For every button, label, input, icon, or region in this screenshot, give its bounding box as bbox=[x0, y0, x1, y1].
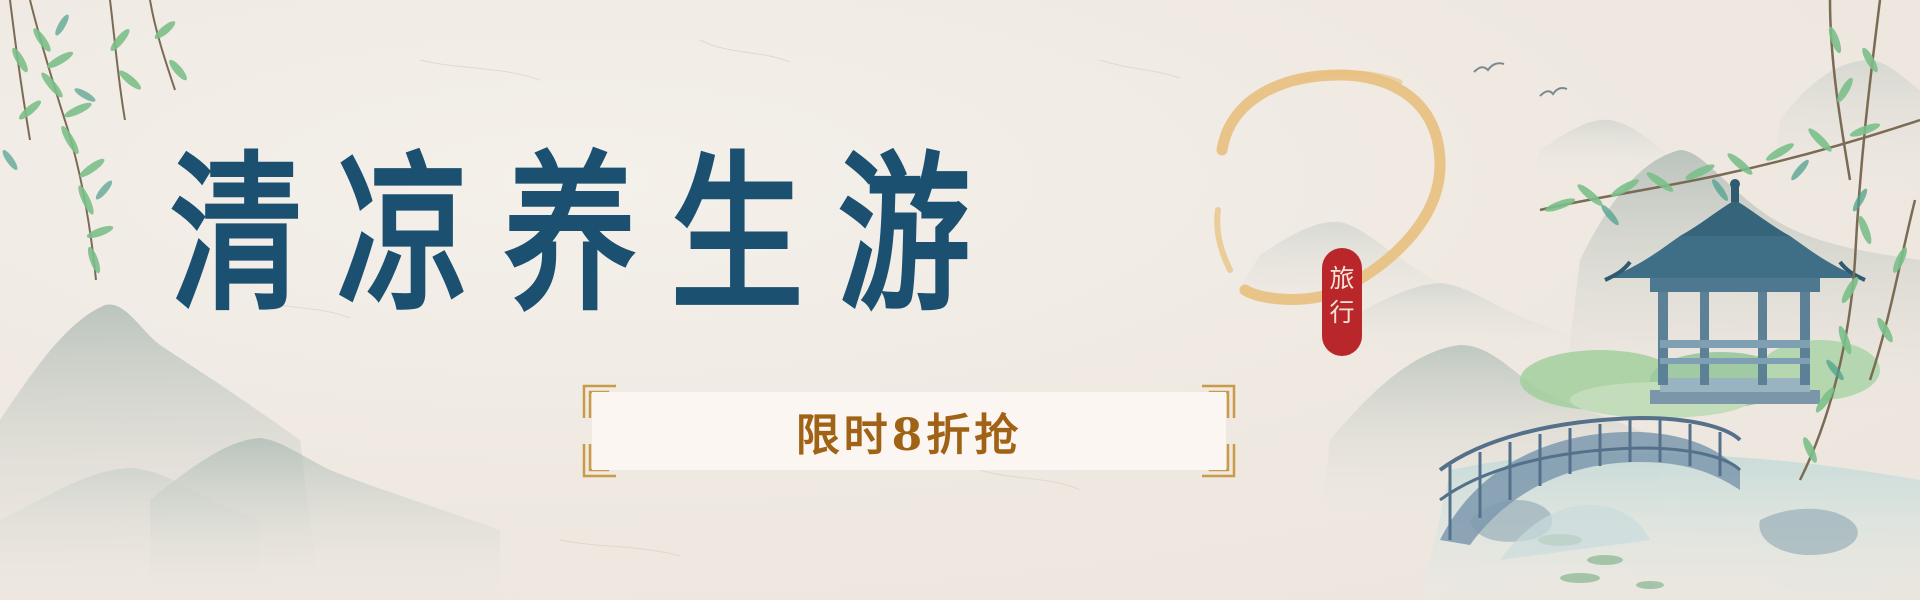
sun-ring-icon bbox=[1214, 69, 1446, 305]
willow-branch-right-icon bbox=[1539, 0, 1920, 481]
seal-char-1: 旅 bbox=[1329, 264, 1355, 293]
seal-char-2: 行 bbox=[1329, 298, 1355, 327]
promo-text: 限时8折抢 bbox=[795, 410, 1023, 461]
bridge-icon bbox=[1438, 415, 1742, 560]
mountains-left-icon bbox=[0, 304, 500, 600]
seal-stamp-icon: 旅 行 bbox=[1322, 248, 1362, 356]
willow-branch-left-icon bbox=[2, 0, 187, 281]
paper-texture bbox=[259, 39, 1181, 557]
promo-box: 限时8折抢 bbox=[592, 392, 1226, 470]
banner-title: 清凉养生游 bbox=[170, 135, 1005, 335]
promo-badge: 限时8折抢 bbox=[582, 384, 1236, 478]
pavilion-icon bbox=[1604, 179, 1866, 404]
shrubs-icon bbox=[1520, 340, 1880, 418]
bird-icon bbox=[1473, 62, 1568, 97]
